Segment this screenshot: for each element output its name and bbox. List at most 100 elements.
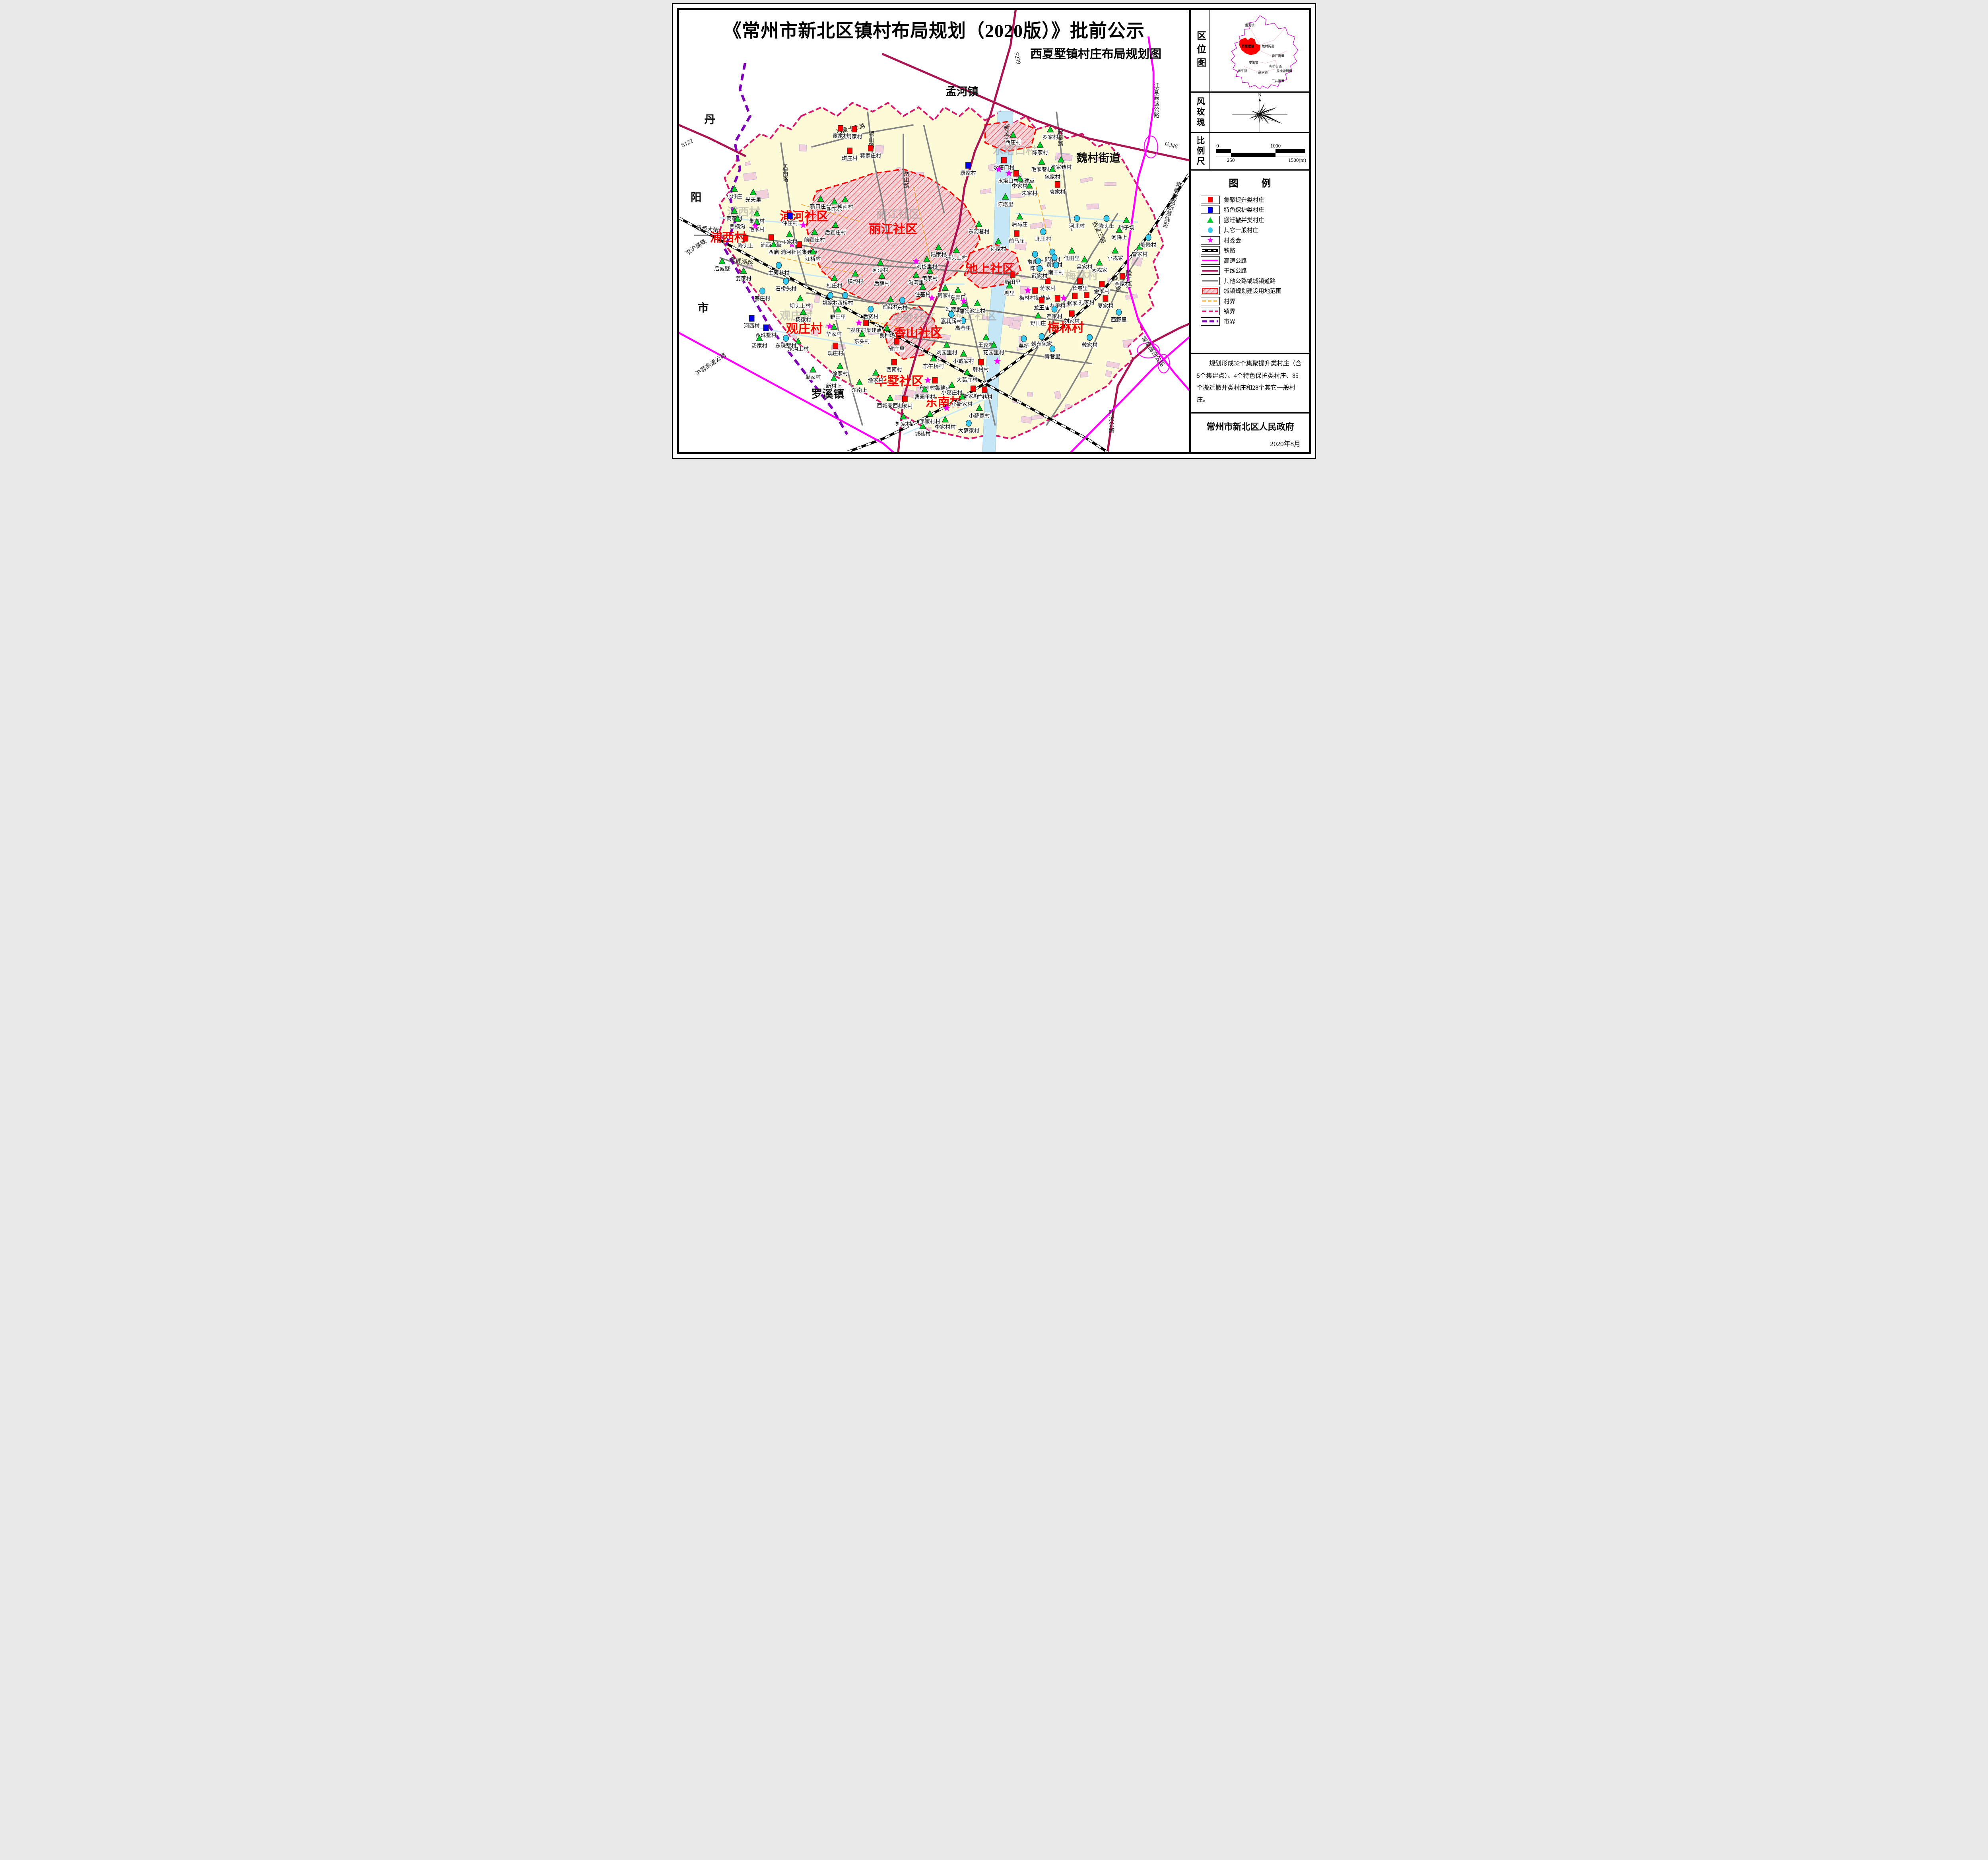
community-label: 观庄村 — [786, 322, 823, 336]
village-label: 花园里村 — [983, 349, 1004, 355]
village-label: 后宣庄村 — [825, 229, 846, 235]
village-label: 戴家村 — [1082, 342, 1098, 348]
village-marker: 青巷里 — [1044, 346, 1061, 360]
village-label: 池上村 — [969, 308, 985, 314]
village-marker: 东珠墅村 — [775, 335, 797, 349]
red-square-icon — [1201, 195, 1220, 204]
village-label: 东南上 — [852, 387, 868, 393]
village-label: 高巷新村 — [941, 318, 962, 325]
community-label: 东南村 — [925, 395, 962, 409]
village-label: 前薛村 — [883, 303, 899, 310]
village-marker: 朱家村 — [1021, 182, 1038, 197]
village-marker: 高巷新村 — [940, 311, 963, 326]
road-label: 岳山路 — [903, 171, 909, 189]
village-label: 大戎家 — [1091, 267, 1107, 273]
village-label: 前巷村 — [977, 394, 992, 400]
village-marker: 观庄村集建点 — [850, 319, 883, 334]
road-label: 常泰铁路示意线型 — [1162, 181, 1182, 229]
plan-sheet: 《常州市新北区镇村布局规划（2020版）》批前公示 西夏墅镇村庄布局规划图 浦西… — [672, 3, 1316, 459]
legend-item-label: 城镇规划建设用地范围 — [1224, 288, 1281, 295]
village-label: 良种场 — [879, 333, 895, 339]
village-marker: 管家村 — [1131, 243, 1148, 258]
village-marker: 降头上 — [1098, 215, 1115, 229]
village-label: 种子场 — [1118, 225, 1134, 231]
village-label: 长巷里 — [1072, 285, 1088, 291]
urban-hatch-icon — [1201, 287, 1220, 295]
village-marker: 高巷新村 — [940, 309, 963, 324]
village-label: 东午桥村 — [923, 363, 944, 369]
village-committee-star — [928, 294, 936, 301]
village-label: 南王村 — [1048, 270, 1064, 276]
village-label: 刘岱里村 — [916, 264, 937, 270]
village-label: 韩村村 — [973, 367, 989, 373]
village-marker: 吕家村 — [1076, 256, 1093, 271]
village-marker: 陆家村 — [930, 243, 947, 258]
village-marker: 华家村 — [825, 323, 843, 338]
other-road-icon — [1201, 276, 1220, 285]
road-label: 隆江路 — [1126, 270, 1132, 289]
village-label: 野田里 — [1005, 279, 1021, 285]
village-label: 朝东村 — [827, 206, 843, 212]
legend-item-label: 其他公路或城镇道路 — [1224, 278, 1276, 285]
village-marker: 浦河社区集建点 — [780, 241, 818, 256]
village-marker: 毛家巷村 — [1031, 158, 1053, 173]
village-marker: 小葛庄村 — [941, 381, 963, 396]
village-marker: 城巷村 — [914, 422, 931, 437]
city-border — [723, 62, 848, 435]
legend-item-label: 干线公路 — [1224, 268, 1247, 275]
village-marker: 渔家村 — [867, 369, 884, 384]
village-label: 严家村 — [1046, 313, 1062, 320]
scale-tick-1500: 1500(m) — [1288, 157, 1307, 163]
issuing-authority: 常州市新北区人民政府 — [1206, 422, 1294, 432]
village-label: 袁家村 — [1050, 188, 1066, 195]
legend-item-label: 村界 — [1224, 298, 1235, 305]
village-label: 青巷里 — [1044, 353, 1060, 359]
village-marker: 前马庄 — [1008, 230, 1025, 245]
village-marker: 河西村 — [743, 315, 760, 330]
village-label: 吕家村 — [1077, 264, 1093, 270]
village-label: 高巷里 — [955, 325, 971, 331]
community-label: 丽江社区 — [869, 223, 918, 236]
village-label: 杜庄村 — [827, 282, 843, 289]
legend-list: 集聚提升类村庄 特色保护类村庄 搬迁撤并类村庄 其它一般村庄 村委会 铁路 高速公路 干线公路… — [1195, 195, 1305, 326]
legend-item-label: 铁路 — [1224, 248, 1235, 254]
village-marker: 石桥头村 — [775, 278, 797, 292]
village-marker: 小戎家 — [1107, 247, 1124, 262]
legend-item-label: 镇界 — [1224, 309, 1235, 315]
village-marker: 蒋家庄村 — [860, 145, 882, 159]
village-marker: 邹家村村 — [919, 410, 941, 425]
village-label: 邹家村村 — [919, 418, 940, 424]
village-marker: 康家村 — [960, 162, 977, 177]
village-committee-star — [751, 222, 759, 229]
village-borders — [780, 186, 1057, 338]
scale-ticks-bottom: 250 1500(m) — [1216, 157, 1307, 163]
scale-bar-content: 0 1000 250 1500(m) — [1210, 133, 1309, 169]
legend-item-green-triangle: 搬迁撤并类村庄 — [1201, 216, 1305, 224]
village-marker: 靳家塘村 — [962, 385, 984, 400]
village-label: 陈塔里 — [998, 201, 1013, 207]
scale-tick-0: 0 — [1216, 143, 1219, 149]
village-marker: 巢家村 — [804, 366, 821, 381]
village-label: 西城巷西村 — [877, 402, 903, 408]
village-marker: 东村 — [897, 297, 908, 311]
village-marker: 仲庄村 — [781, 212, 798, 227]
village-label: 梅林村集建点 — [1019, 295, 1051, 301]
village-marker: 南王村 — [1047, 261, 1064, 276]
city-border-icon — [1201, 317, 1220, 326]
village-marker: 河降上 — [1111, 226, 1128, 241]
village-label: 西野里 — [1111, 317, 1127, 323]
village-marker: 大戎家 — [1091, 259, 1108, 274]
village-label: 河西村 — [744, 323, 760, 329]
village-marker: 后贤村 — [862, 305, 879, 320]
community-label: 香山社区 — [894, 326, 943, 340]
inset-region-label: 孟河镇 — [1245, 23, 1254, 27]
village-marker: 小靳家村 — [951, 393, 973, 408]
village-label: 朝东包家 — [1031, 341, 1052, 347]
village-label: 水塔口村集建点 — [998, 178, 1035, 184]
village-label: 塘降村 — [1140, 242, 1156, 248]
legend-item-urban-hatch: 城镇规划建设用地范围 — [1201, 287, 1305, 295]
village-marker: 迁头上村 — [945, 246, 968, 261]
village-marker: 李家村 — [1011, 175, 1028, 190]
